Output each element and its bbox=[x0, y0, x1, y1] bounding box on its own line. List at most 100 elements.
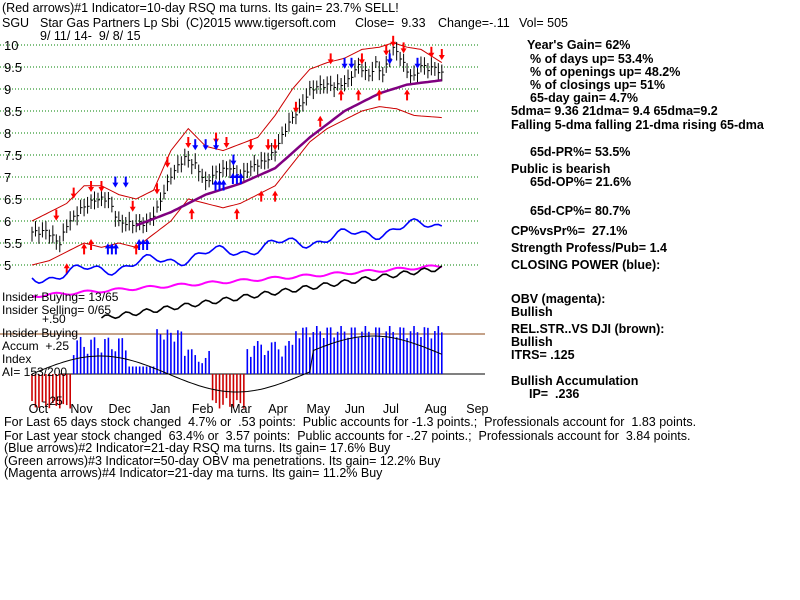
itrs-value: ITRS= .125 bbox=[511, 348, 575, 362]
insider-buying-top: Insider Buying= 13/65 bbox=[2, 290, 119, 304]
buy-arrow-head bbox=[237, 173, 244, 178]
days-up: % of days up= 53.4% bbox=[530, 52, 654, 66]
buy-arrow-head bbox=[272, 190, 279, 196]
sell-arrow-head bbox=[438, 55, 445, 60]
sell-arrow-head bbox=[202, 145, 209, 151]
buy-arrow-head bbox=[108, 243, 115, 249]
relstr-label: REL.STR..VS DJI (brown): bbox=[511, 322, 665, 336]
magenta-arrows-legend: (Magenta arrows)#4 Indicator=21-day ma t… bbox=[4, 466, 383, 480]
lower-band-line bbox=[31, 106, 442, 266]
ma65-line bbox=[135, 78, 442, 227]
buy-arrow-head bbox=[233, 208, 240, 214]
y-tick-label: 7 bbox=[4, 170, 11, 185]
price-gridlines bbox=[0, 44, 480, 266]
y-tick-label: 6 bbox=[4, 214, 11, 229]
month-label: Jan bbox=[150, 402, 170, 416]
buy-arrow-head bbox=[133, 243, 140, 249]
buy-arrow-head bbox=[63, 263, 70, 269]
upper-band-line bbox=[31, 42, 443, 222]
month-label: May bbox=[307, 402, 331, 416]
summary-65-days: For Last 65 days stock changed 4.7% or .… bbox=[4, 415, 697, 429]
sell-arrow-head bbox=[185, 143, 192, 148]
sell-arrow-head bbox=[223, 143, 230, 148]
sell-arrow-head bbox=[327, 59, 334, 65]
obv-status: Bullish bbox=[511, 305, 553, 319]
buy-arrow-head bbox=[188, 208, 195, 214]
pr65: 65d-PR%= 53.5% bbox=[530, 145, 631, 159]
insider-buying-bottom: Insider Buying bbox=[2, 326, 79, 340]
header-indicator-line: (Red arrows)#1 Indicator=10-day RSQ ma t… bbox=[2, 1, 399, 15]
change-value: Change=-.11 bbox=[438, 16, 510, 30]
op65: 65d-OP%= 21.6% bbox=[530, 175, 632, 189]
openings-up: % of openings up= 48.2% bbox=[530, 65, 681, 79]
obv-panel bbox=[31, 264, 442, 299]
obv-label: OBV (magenta): bbox=[511, 292, 606, 306]
insider-selling: Insider Selling= 0/65 bbox=[2, 303, 112, 317]
signal-arrows bbox=[53, 35, 445, 275]
closings-up: % of closings up= 51% bbox=[530, 78, 666, 92]
y-tick-label: 5 bbox=[4, 258, 11, 273]
y-tick-label: 5.5 bbox=[4, 236, 22, 251]
x-axis-months: Oct Nov Dec Jan Feb Mar Apr May Jun Jul Aug Sep bbox=[29, 402, 489, 416]
buy-arrow-head bbox=[140, 239, 147, 244]
y-tick-label: 8 bbox=[4, 126, 11, 141]
sell-arrow-head bbox=[192, 145, 199, 151]
month-label: Feb bbox=[192, 402, 214, 416]
sell-arrow-head bbox=[383, 50, 390, 56]
sell-arrow-head bbox=[386, 59, 393, 65]
sell-arrow-head bbox=[88, 187, 95, 192]
closing-power-label: CLOSING POWER (blue): bbox=[511, 258, 661, 272]
sell-arrow-head bbox=[390, 41, 397, 47]
ticker-symbol: SGU bbox=[2, 16, 30, 30]
buy-arrow-head bbox=[81, 243, 88, 249]
public-bearish: Public is bearish bbox=[511, 162, 611, 176]
sell-arrow-head bbox=[341, 63, 348, 69]
volume-value: Vol= 505 bbox=[519, 16, 569, 30]
ai-value: AI= 153/200 bbox=[2, 365, 68, 379]
buy-arrow-head bbox=[136, 239, 143, 244]
month-label: Jun bbox=[345, 402, 365, 416]
close-value: Close= 9.33 bbox=[355, 16, 426, 30]
accum-ma-line bbox=[31, 335, 442, 393]
buy-arrow-head bbox=[376, 89, 383, 95]
sell-arrow-head bbox=[70, 193, 77, 199]
sell-arrow-head bbox=[265, 145, 272, 151]
month-label: Mar bbox=[230, 402, 252, 416]
buy-arrow-head bbox=[355, 89, 362, 95]
buy-arrow-head bbox=[404, 89, 411, 95]
buy-arrow-head bbox=[112, 243, 119, 249]
green-arrows-legend: (Green arrows)#3 Indicator=50-day OBV ma… bbox=[4, 454, 441, 468]
dma-trend: Falling 5-dma falling 21-dma rising 65-d… bbox=[511, 118, 764, 132]
sell-arrow-head bbox=[164, 162, 171, 168]
y-tick-label: 9.5 bbox=[4, 60, 22, 75]
date-range: 9/ 11/ 14- 9/ 8/ 15 bbox=[40, 29, 141, 43]
relstr-status: Bullish bbox=[511, 335, 553, 349]
month-label: Apr bbox=[268, 402, 287, 416]
month-label: Nov bbox=[70, 402, 93, 416]
label-plus50: +.50 bbox=[42, 312, 66, 326]
cp-vs-pr: CP%vsPr%= 27.1% bbox=[511, 224, 628, 238]
y-axis-ticks: 10 9.5 9 8.5 8 7.5 7 6.5 6 5.5 5 bbox=[4, 38, 22, 273]
company-name: Star Gas Partners Lp Sbi (C)2015 www.tig… bbox=[40, 16, 336, 30]
sell-arrow-head bbox=[213, 145, 220, 151]
buy-arrow-head bbox=[220, 179, 227, 185]
closing-power-line bbox=[31, 217, 443, 284]
summary-year: For Last year stock changed 63.4% or 3.5… bbox=[4, 429, 691, 443]
sell-arrow-head bbox=[53, 215, 60, 221]
buy-arrow-head bbox=[212, 179, 219, 185]
bollinger-bands bbox=[31, 42, 443, 266]
index-label: Index bbox=[2, 352, 32, 366]
closing-power-panel bbox=[31, 217, 443, 284]
buy-arrow-head bbox=[338, 89, 345, 95]
ma65-polyline bbox=[135, 78, 442, 227]
sell-arrow-head bbox=[358, 59, 365, 65]
sell-arrow-head bbox=[348, 63, 355, 69]
sell-arrow-head bbox=[272, 145, 279, 151]
strength-ratio: Strength Profess/Pub= 1.4 bbox=[511, 241, 667, 255]
sell-arrow-head bbox=[414, 63, 421, 69]
sell-arrow-head bbox=[154, 189, 161, 195]
years-gain: Year's Gain= 62% bbox=[527, 38, 631, 52]
buy-arrow-head bbox=[88, 239, 95, 244]
accum-label-left: Accum +.25 bbox=[2, 339, 70, 353]
